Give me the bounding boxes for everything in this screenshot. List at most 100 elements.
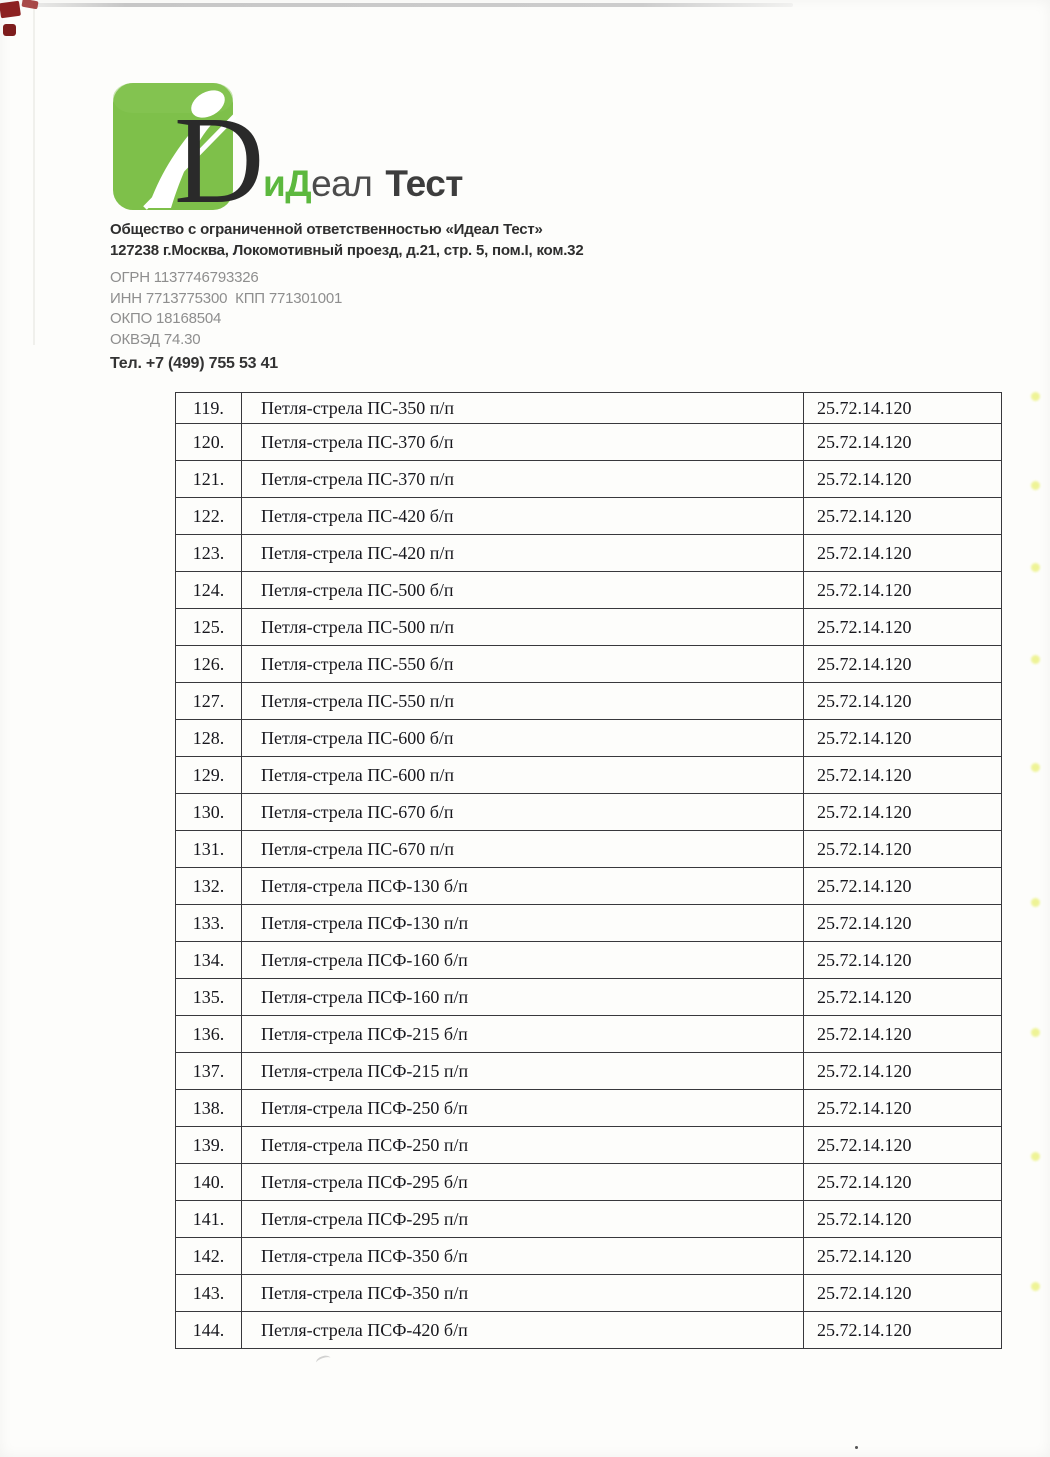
- row-number: 143.: [175, 1274, 242, 1312]
- wordmark-mid-part: еал: [311, 163, 373, 204]
- row-product-name: Петля-стрела ПСФ-250 п/п: [241, 1126, 804, 1164]
- row-okpd-code: 25.72.14.120: [803, 1200, 1002, 1238]
- row-product-name: Петля-стрела ПСФ-295 п/п: [241, 1200, 804, 1238]
- row-product-name: Петля-стрела ПС-370 п/п: [241, 460, 804, 498]
- row-number: 128.: [175, 719, 242, 757]
- row-number: 119.: [175, 392, 242, 424]
- scan-red-mark: [3, 24, 16, 36]
- registry-line: ОКВЭД 74.30: [110, 330, 201, 348]
- product-table: 119. Петля-стрела ПС-350 п/п 25.72.14.120 1…: [175, 392, 1002, 1349]
- wordmark-bold-part: Тест: [385, 163, 463, 204]
- row-okpd-code: 25.72.14.120: [803, 682, 1002, 720]
- row-product-name: Петля-стрела ПСФ-130 б/п: [241, 867, 804, 905]
- company-phone: Тел. +7 (499) 755 53 41: [110, 355, 278, 372]
- table-row: 130. Петля-стрела ПС-670 б/п 25.72.14.120: [175, 793, 1002, 831]
- row-product-name: Петля-стрела ПС-600 п/п: [241, 756, 804, 794]
- row-number: 126.: [175, 645, 242, 683]
- company-registry-block: ОГРН 1137746793326 ИНН 7713775300 КПП 771…: [110, 268, 342, 350]
- row-number: 140.: [175, 1163, 242, 1201]
- row-okpd-code: 25.72.14.120: [803, 1311, 1002, 1349]
- registry-line: ИНН 7713775300 КПП 771301001: [110, 289, 343, 307]
- row-product-name: Петля-стрела ПС-350 п/п: [241, 392, 804, 424]
- row-product-name: Петля-стрела ПСФ-130 п/п: [241, 904, 804, 942]
- row-okpd-code: 25.72.14.120: [803, 1163, 1002, 1201]
- row-okpd-code: 25.72.14.120: [803, 904, 1002, 942]
- scan-red-mark: [0, 0, 21, 19]
- row-okpd-code: 25.72.14.120: [803, 1089, 1002, 1127]
- scan-yellow-dot: [1031, 655, 1040, 664]
- row-product-name: Петля-стрела ПСФ-160 п/п: [241, 978, 804, 1016]
- table-row: 119. Петля-стрела ПС-350 п/п 25.72.14.120: [175, 392, 1002, 424]
- table-row: 122. Петля-стрела ПС-420 б/п 25.72.14.120: [175, 497, 1002, 535]
- row-product-name: Петля-стрела ПСФ-350 б/п: [241, 1237, 804, 1275]
- row-okpd-code: 25.72.14.120: [803, 571, 1002, 609]
- row-okpd-code: 25.72.14.120: [803, 978, 1002, 1016]
- row-product-name: Петля-стрела ПСФ-215 п/п: [241, 1052, 804, 1090]
- row-number: 134.: [175, 941, 242, 979]
- row-okpd-code: 25.72.14.120: [803, 392, 1002, 424]
- row-number: 120.: [175, 423, 242, 461]
- table-row: 138. Петля-стрела ПСФ-250 б/п 25.72.14.120: [175, 1089, 1002, 1127]
- row-okpd-code: 25.72.14.120: [803, 645, 1002, 683]
- row-number: 144.: [175, 1311, 242, 1349]
- row-product-name: Петля-стрела ПС-600 б/п: [241, 719, 804, 757]
- row-product-name: Петля-стрела ПС-670 б/п: [241, 793, 804, 831]
- row-product-name: Петля-стрела ПС-670 п/п: [241, 830, 804, 868]
- scan-speck: [314, 1353, 333, 1368]
- scan-yellow-dot: [1031, 563, 1040, 572]
- row-okpd-code: 25.72.14.120: [803, 1274, 1002, 1312]
- row-product-name: Петля-стрела ПСФ-215 б/п: [241, 1015, 804, 1053]
- row-okpd-code: 25.72.14.120: [803, 941, 1002, 979]
- row-product-name: Петля-стрела ПС-420 п/п: [241, 534, 804, 572]
- row-number: 137.: [175, 1052, 242, 1090]
- row-product-name: Петля-стрела ПС-550 п/п: [241, 682, 804, 720]
- logo-wordmark: иДеал Тест: [263, 165, 463, 202]
- row-okpd-code: 25.72.14.120: [803, 719, 1002, 757]
- row-number: 136.: [175, 1015, 242, 1053]
- row-product-name: Петля-стрела ПСФ-295 б/п: [241, 1163, 804, 1201]
- row-okpd-code: 25.72.14.120: [803, 793, 1002, 831]
- table-row: 142. Петля-стрела ПСФ-350 б/п 25.72.14.120: [175, 1237, 1002, 1275]
- scan-yellow-dot: [1031, 898, 1040, 907]
- row-number: 135.: [175, 978, 242, 1016]
- row-number: 139.: [175, 1126, 242, 1164]
- scan-left-seam: [33, 0, 35, 345]
- row-okpd-code: 25.72.14.120: [803, 830, 1002, 868]
- scan-yellow-dot: [1031, 481, 1040, 490]
- svg-text:D: D: [174, 92, 264, 218]
- row-number: 125.: [175, 608, 242, 646]
- table-row: 128. Петля-стрела ПС-600 б/п 25.72.14.120: [175, 719, 1002, 757]
- row-okpd-code: 25.72.14.120: [803, 460, 1002, 498]
- row-okpd-code: 25.72.14.120: [803, 423, 1002, 461]
- row-product-name: Петля-стрела ПСФ-420 б/п: [241, 1311, 804, 1349]
- row-number: 142.: [175, 1237, 242, 1275]
- row-number: 138.: [175, 1089, 242, 1127]
- product-table-body: 119. Петля-стрела ПС-350 п/п 25.72.14.120 1…: [175, 392, 1002, 1349]
- row-product-name: Петля-стрела ПС-500 б/п: [241, 571, 804, 609]
- row-number: 127.: [175, 682, 242, 720]
- company-address: 127238 г.Москва, Локомотивный проезд, д.…: [110, 242, 584, 259]
- row-product-name: Петля-стрела ПСФ-160 б/п: [241, 941, 804, 979]
- table-row: 140. Петля-стрела ПСФ-295 б/п 25.72.14.120: [175, 1163, 1002, 1201]
- row-number: 129.: [175, 756, 242, 794]
- scan-yellow-dot: [1031, 1282, 1040, 1291]
- table-row: 124. Петля-стрела ПС-500 б/п 25.72.14.120: [175, 571, 1002, 609]
- row-okpd-code: 25.72.14.120: [803, 756, 1002, 794]
- row-number: 124.: [175, 571, 242, 609]
- table-row: 120. Петля-стрела ПС-370 б/п 25.72.14.120: [175, 423, 1002, 461]
- table-row: 129. Петля-стрела ПС-600 п/п 25.72.14.120: [175, 756, 1002, 794]
- row-product-name: Петля-стрела ПС-420 б/п: [241, 497, 804, 535]
- row-number: 132.: [175, 867, 242, 905]
- company-name: Общество с ограниченной ответственностью…: [110, 221, 543, 238]
- row-okpd-code: 25.72.14.120: [803, 534, 1002, 572]
- row-okpd-code: 25.72.14.120: [803, 1052, 1002, 1090]
- row-number: 122.: [175, 497, 242, 535]
- row-number: 130.: [175, 793, 242, 831]
- table-row: 123. Петля-стрела ПС-420 п/п 25.72.14.120: [175, 534, 1002, 572]
- table-row: 139. Петля-стрела ПСФ-250 п/п 25.72.14.120: [175, 1126, 1002, 1164]
- row-okpd-code: 25.72.14.120: [803, 497, 1002, 535]
- row-number: 123.: [175, 534, 242, 572]
- table-row: 136. Петля-стрела ПСФ-215 б/п 25.72.14.120: [175, 1015, 1002, 1053]
- row-product-name: Петля-стрела ПСФ-250 б/п: [241, 1089, 804, 1127]
